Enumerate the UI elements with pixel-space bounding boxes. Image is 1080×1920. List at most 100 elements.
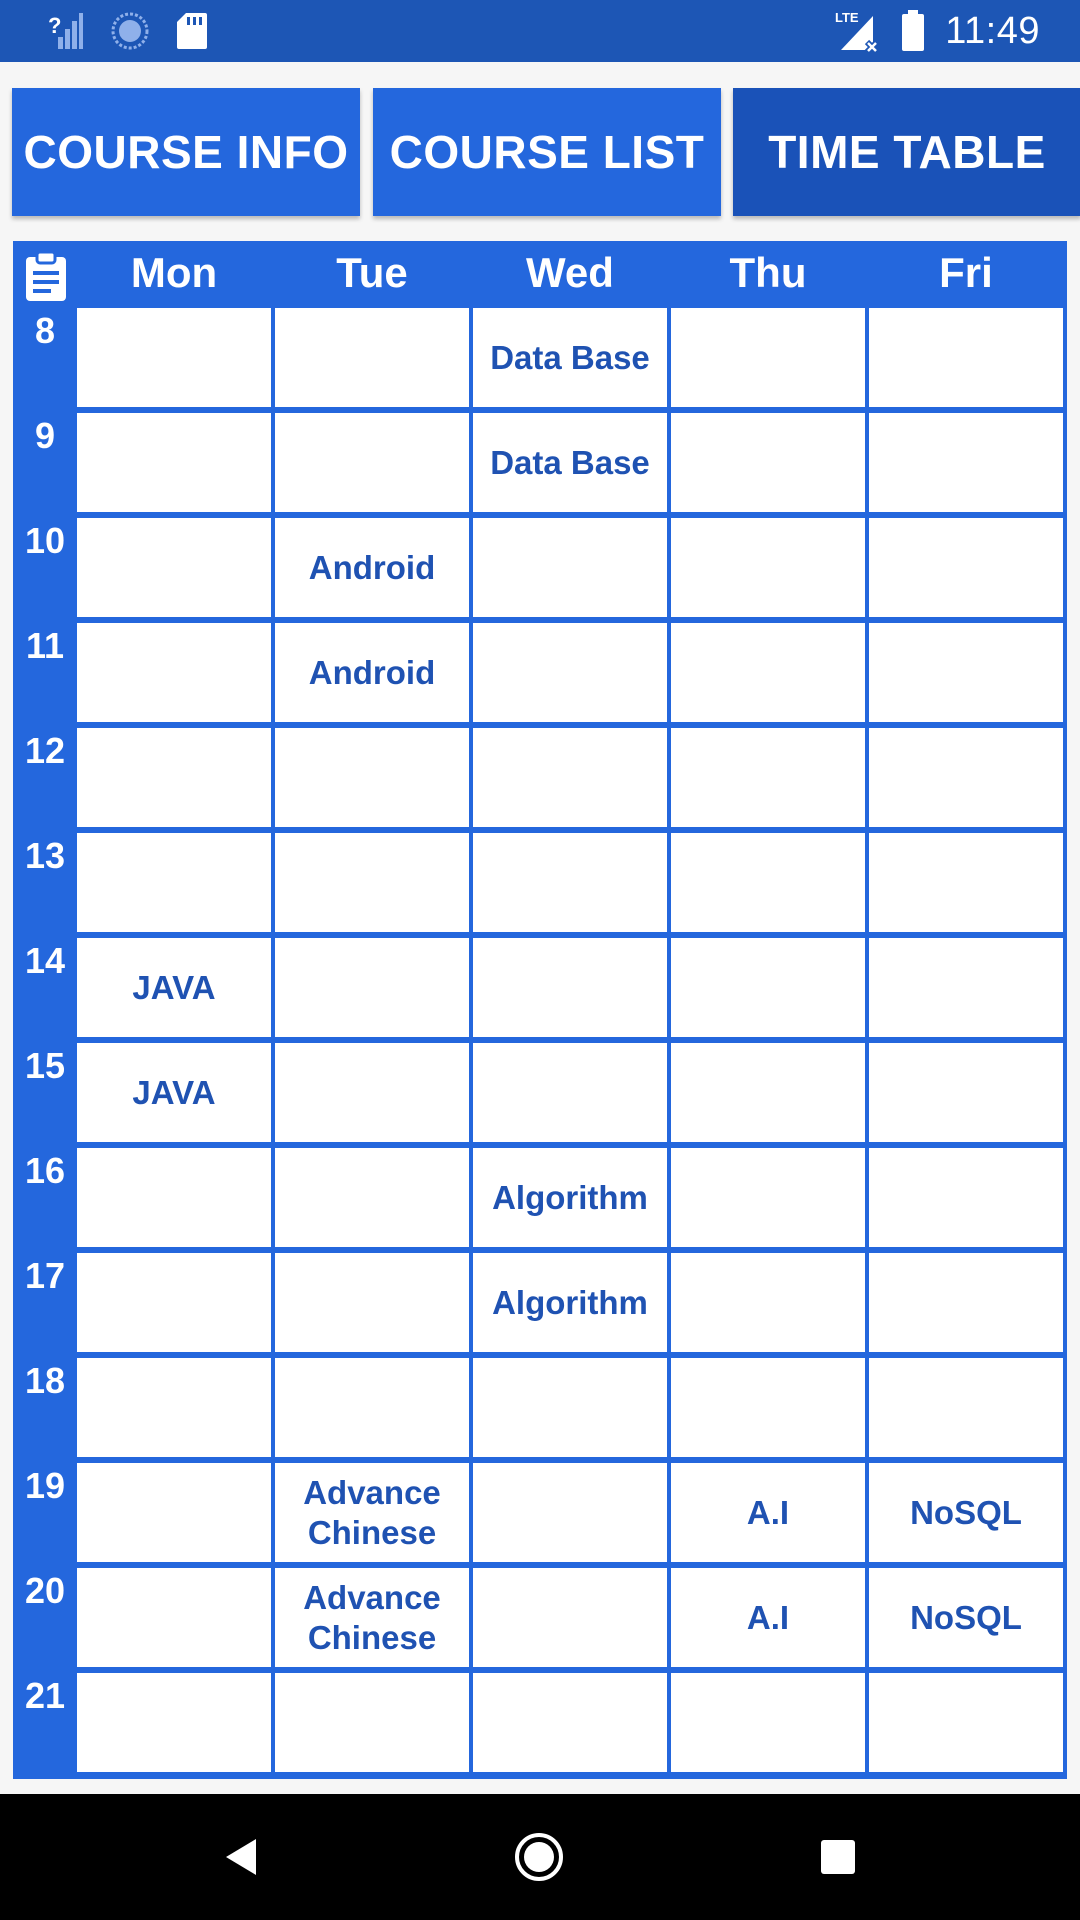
timetable-cell-fri-14[interactable] bbox=[869, 938, 1063, 1037]
timetable-cell-mon-15[interactable]: JAVA bbox=[77, 1043, 271, 1142]
hour-label-20: 20 bbox=[24, 1570, 66, 1611]
svg-text:LTE: LTE bbox=[835, 10, 859, 25]
timetable-cell-mon-8[interactable] bbox=[77, 308, 271, 407]
timetable-grid: Mon Tue Wed Thu Fri 8 Data Base 9 Data Base 10 And… bbox=[13, 241, 1067, 1779]
timetable-cell-wed-17[interactable]: Algorithm bbox=[473, 1253, 667, 1352]
timetable-cell-tue-10[interactable]: Android bbox=[275, 518, 469, 617]
timetable-cell-wed-20[interactable] bbox=[473, 1568, 667, 1667]
timetable-cell-wed-10[interactable] bbox=[473, 518, 667, 617]
timetable-cell-wed-14[interactable] bbox=[473, 938, 667, 1037]
timetable-cell-wed-9[interactable]: Data Base bbox=[473, 413, 667, 512]
timetable-cell-tue-15[interactable] bbox=[275, 1043, 469, 1142]
timetable-cell-mon-19[interactable] bbox=[77, 1463, 271, 1562]
timetable-cell-thu-15[interactable] bbox=[671, 1043, 865, 1142]
hour-label-11: 11 bbox=[25, 625, 65, 666]
navigation-bar bbox=[0, 1794, 1080, 1920]
timetable-cell-mon-13[interactable] bbox=[77, 833, 271, 932]
hour-label-13: 13 bbox=[24, 835, 66, 876]
timetable-cell-mon-10[interactable] bbox=[77, 518, 271, 617]
hour-label-16: 16 bbox=[24, 1150, 66, 1191]
back-icon[interactable] bbox=[208, 1827, 268, 1887]
sd-card-icon bbox=[177, 13, 207, 49]
hour-label-14: 14 bbox=[24, 940, 66, 981]
no-signal-icon: ? bbox=[48, 13, 83, 49]
timetable-cell-fri-13[interactable] bbox=[869, 833, 1063, 932]
timetable-cell-mon-9[interactable] bbox=[77, 413, 271, 512]
timetable-cell-tue-14[interactable] bbox=[275, 938, 469, 1037]
clipboard-icon[interactable] bbox=[21, 251, 75, 303]
timetable-cell-wed-19[interactable] bbox=[473, 1463, 667, 1562]
timetable-cell-thu-16[interactable] bbox=[671, 1148, 865, 1247]
timetable-cell-mon-18[interactable] bbox=[77, 1358, 271, 1457]
timetable-cell-tue-18[interactable] bbox=[275, 1358, 469, 1457]
home-icon[interactable] bbox=[509, 1827, 569, 1887]
timetable-cell-mon-12[interactable] bbox=[77, 728, 271, 827]
timetable-cell-fri-8[interactable] bbox=[869, 308, 1063, 407]
tab-bar: COURSE INFO COURSE LIST TIME TABLE bbox=[12, 88, 1080, 216]
timetable-cell-fri-20[interactable]: NoSQL bbox=[869, 1568, 1063, 1667]
timetable-cell-wed-16[interactable]: Algorithm bbox=[473, 1148, 667, 1247]
timetable-cell-thu-8[interactable] bbox=[671, 308, 865, 407]
lte-signal-icon: LTE bbox=[835, 10, 880, 54]
timetable-cell-tue-19[interactable]: Advance Chinese bbox=[275, 1463, 469, 1562]
timetable-cell-tue-16[interactable] bbox=[275, 1148, 469, 1247]
timetable-cell-thu-13[interactable] bbox=[671, 833, 865, 932]
timetable-cell-wed-8[interactable]: Data Base bbox=[473, 308, 667, 407]
timetable-cell-thu-10[interactable] bbox=[671, 518, 865, 617]
timetable-cell-fri-21[interactable] bbox=[869, 1673, 1063, 1772]
timetable-cell-tue-17[interactable] bbox=[275, 1253, 469, 1352]
timetable-cell-fri-15[interactable] bbox=[869, 1043, 1063, 1142]
timetable-cell-thu-11[interactable] bbox=[671, 623, 865, 722]
timetable-cell-fri-18[interactable] bbox=[869, 1358, 1063, 1457]
timetable-cell-tue-13[interactable] bbox=[275, 833, 469, 932]
timetable-cell-wed-12[interactable] bbox=[473, 728, 667, 827]
timetable-cell-tue-8[interactable] bbox=[275, 308, 469, 407]
hour-label-18: 18 bbox=[24, 1360, 66, 1401]
hour-label-19: 19 bbox=[24, 1465, 66, 1506]
timetable-cell-thu-17[interactable] bbox=[671, 1253, 865, 1352]
timetable-cell-wed-18[interactable] bbox=[473, 1358, 667, 1457]
timetable-cell-thu-9[interactable] bbox=[671, 413, 865, 512]
timetable-cell-fri-11[interactable] bbox=[869, 623, 1063, 722]
timetable-cell-wed-13[interactable] bbox=[473, 833, 667, 932]
timetable-cell-thu-18[interactable] bbox=[671, 1358, 865, 1457]
tab-time-table[interactable]: TIME TABLE bbox=[733, 88, 1080, 216]
timetable-cell-mon-21[interactable] bbox=[77, 1673, 271, 1772]
timetable-cell-mon-16[interactable] bbox=[77, 1148, 271, 1247]
timetable-cell-thu-12[interactable] bbox=[671, 728, 865, 827]
hour-label-15: 15 bbox=[24, 1045, 66, 1086]
timetable-cell-tue-20[interactable]: Advance Chinese bbox=[275, 1568, 469, 1667]
tab-course-list[interactable]: COURSE LIST bbox=[373, 88, 721, 216]
timetable-cell-fri-16[interactable] bbox=[869, 1148, 1063, 1247]
timetable-cell-mon-14[interactable]: JAVA bbox=[77, 938, 271, 1037]
timetable-cell-fri-9[interactable] bbox=[869, 413, 1063, 512]
day-header-fri: Fri bbox=[939, 249, 993, 296]
timetable-cell-wed-11[interactable] bbox=[473, 623, 667, 722]
hour-label-21: 21 bbox=[24, 1675, 66, 1716]
timetable-cell-fri-17[interactable] bbox=[869, 1253, 1063, 1352]
svg-text:?: ? bbox=[48, 13, 61, 38]
timetable-cell-fri-10[interactable] bbox=[869, 518, 1063, 617]
timetable-cell-tue-9[interactable] bbox=[275, 413, 469, 512]
timetable-cell-tue-21[interactable] bbox=[275, 1673, 469, 1772]
hour-label-9: 9 bbox=[34, 415, 56, 456]
timetable-cell-mon-20[interactable] bbox=[77, 1568, 271, 1667]
timetable-cell-wed-15[interactable] bbox=[473, 1043, 667, 1142]
hour-label-17: 17 bbox=[24, 1255, 66, 1296]
hour-label-10: 10 bbox=[24, 520, 66, 561]
tab-course-info[interactable]: COURSE INFO bbox=[12, 88, 360, 216]
recents-icon[interactable] bbox=[808, 1827, 868, 1887]
timetable-cell-thu-21[interactable] bbox=[671, 1673, 865, 1772]
battery-icon bbox=[902, 10, 925, 51]
timetable-cell-fri-12[interactable] bbox=[869, 728, 1063, 827]
timetable-cell-tue-12[interactable] bbox=[275, 728, 469, 827]
timetable-cell-mon-11[interactable] bbox=[77, 623, 271, 722]
timetable-cell-thu-19[interactable]: A.I bbox=[671, 1463, 865, 1562]
timetable-cell-fri-19[interactable]: NoSQL bbox=[869, 1463, 1063, 1562]
timetable-cell-thu-14[interactable] bbox=[671, 938, 865, 1037]
timetable-cell-mon-17[interactable] bbox=[77, 1253, 271, 1352]
timetable-cell-tue-11[interactable]: Android bbox=[275, 623, 469, 722]
status-bar-right: LTE 11:49 bbox=[835, 8, 1040, 54]
timetable-cell-thu-20[interactable]: A.I bbox=[671, 1568, 865, 1667]
timetable-cell-wed-21[interactable] bbox=[473, 1673, 667, 1772]
